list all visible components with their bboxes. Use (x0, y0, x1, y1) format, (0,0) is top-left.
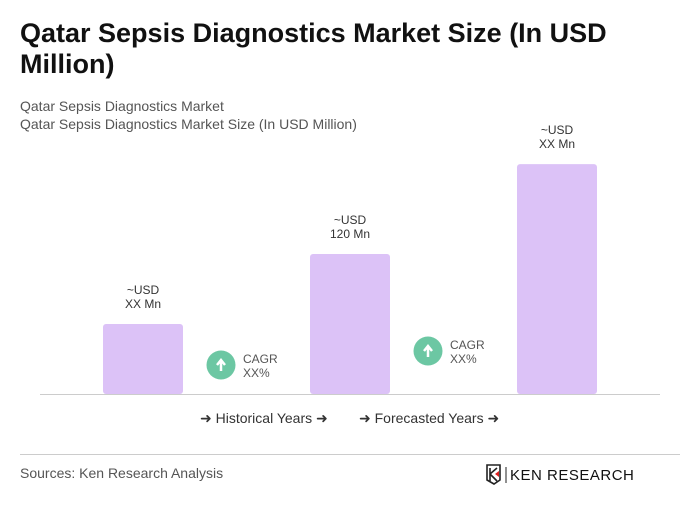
bar (103, 324, 183, 394)
sources-text: Sources: Ken Research Analysis (20, 465, 224, 481)
svg-text:KEN RESEARCH: KEN RESEARCH (510, 467, 634, 484)
bar-value-label: 120 Mn (330, 227, 370, 241)
cagr-label: CAGR (450, 338, 485, 352)
legend-historical-label: Historical Years (215, 410, 313, 426)
ken-research-logo: KEN RESEARCH (486, 464, 634, 485)
bar (310, 254, 390, 394)
cagr-value: XX% (450, 352, 477, 366)
bar-value-label: ~USD (334, 213, 367, 227)
arrow-up-icon (216, 357, 226, 371)
bar-value-label: XX Mn (125, 297, 161, 311)
bar (517, 164, 597, 394)
footer-divider (20, 454, 680, 455)
cagr-label: CAGR (243, 352, 278, 366)
chart-subtitle-2: Qatar Sepsis Diagnostics Market Size (In… (20, 116, 357, 132)
cagr-value: XX% (243, 366, 270, 380)
chart-subtitle: Qatar Sepsis Diagnostics Market (20, 98, 224, 114)
legend-forecasted-label: Forecasted Years (374, 410, 484, 426)
chart-title: Qatar Sepsis Diagnostics Market Size (In… (20, 18, 607, 79)
legend-forecasted: ➜ Forecasted Years ➜ (359, 410, 500, 426)
bar-value-label: ~USD (541, 123, 574, 137)
bar-value-label: XX Mn (539, 137, 575, 151)
legend-historical: ➜ Historical Years ➜ (200, 410, 328, 426)
bar-value-label: ~USD (127, 283, 160, 297)
arrow-up-icon (423, 343, 433, 357)
